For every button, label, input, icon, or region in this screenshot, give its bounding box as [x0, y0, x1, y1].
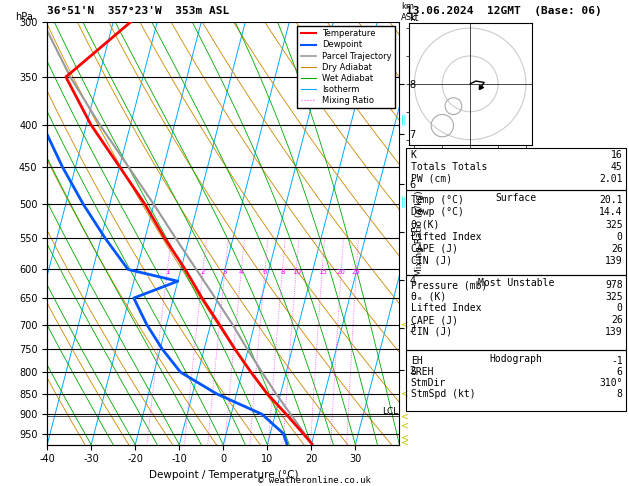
Text: CIN (J): CIN (J)	[411, 256, 452, 266]
Text: 14.4: 14.4	[599, 208, 623, 217]
Text: Most Unstable: Most Unstable	[477, 278, 554, 289]
Text: Lifted Index: Lifted Index	[411, 303, 481, 313]
Text: 10: 10	[292, 269, 301, 276]
Text: θₑ(K): θₑ(K)	[411, 220, 440, 229]
Text: 0: 0	[617, 232, 623, 242]
Text: StmDir: StmDir	[411, 378, 446, 388]
Text: 3: 3	[223, 269, 227, 276]
Text: CAPE (J): CAPE (J)	[411, 315, 458, 325]
Text: 20: 20	[337, 269, 346, 276]
Text: Temp (°C): Temp (°C)	[411, 195, 464, 205]
Text: 2.01: 2.01	[599, 174, 623, 184]
X-axis label: Dewpoint / Temperature (°C): Dewpoint / Temperature (°C)	[148, 470, 298, 480]
Text: CIN (J): CIN (J)	[411, 327, 452, 337]
Text: 6: 6	[617, 366, 623, 377]
Text: 15: 15	[318, 269, 326, 276]
Text: -1: -1	[611, 356, 623, 365]
Text: Totals Totals: Totals Totals	[411, 162, 487, 172]
Text: 0: 0	[617, 303, 623, 313]
Text: 8: 8	[617, 389, 623, 399]
Text: 13.06.2024  12GMT  (Base: 06): 13.06.2024 12GMT (Base: 06)	[406, 5, 601, 16]
Text: 26: 26	[611, 315, 623, 325]
Text: ||: ||	[401, 115, 407, 125]
Text: Surface: Surface	[495, 193, 537, 204]
Text: © weatheronline.co.uk: © weatheronline.co.uk	[258, 476, 371, 485]
Text: CAPE (J): CAPE (J)	[411, 244, 458, 254]
Text: SREH: SREH	[411, 366, 434, 377]
Text: 16: 16	[611, 150, 623, 160]
Text: 310°: 310°	[599, 378, 623, 388]
Text: Hodograph: Hodograph	[489, 354, 542, 364]
Text: 325: 325	[605, 220, 623, 229]
Text: 8: 8	[280, 269, 284, 276]
Text: 978: 978	[605, 280, 623, 290]
Text: PW (cm): PW (cm)	[411, 174, 452, 184]
Text: km
ASL: km ASL	[401, 2, 417, 22]
Text: 1: 1	[165, 269, 170, 276]
Text: 25: 25	[352, 269, 360, 276]
Legend: Temperature, Dewpoint, Parcel Trajectory, Dry Adiabat, Wet Adiabat, Isotherm, Mi: Temperature, Dewpoint, Parcel Trajectory…	[298, 26, 395, 108]
Text: 36°51'N  357°23'W  353m ASL: 36°51'N 357°23'W 353m ASL	[47, 5, 230, 16]
Text: 4: 4	[239, 269, 243, 276]
Text: hPa: hPa	[16, 12, 33, 22]
Text: <: <	[401, 433, 409, 442]
Text: 20.1: 20.1	[599, 195, 623, 205]
Text: StmSpd (kt): StmSpd (kt)	[411, 389, 476, 399]
Text: Pressure (mb): Pressure (mb)	[411, 280, 487, 290]
Text: θₑ (K): θₑ (K)	[411, 292, 446, 302]
Text: 6: 6	[263, 269, 267, 276]
Text: <: <	[401, 389, 409, 399]
Text: Mixing Ratio (g/kg): Mixing Ratio (g/kg)	[415, 191, 424, 276]
Text: <: <	[401, 421, 409, 431]
Text: EH: EH	[411, 356, 423, 365]
Text: <: <	[401, 438, 409, 448]
Text: 325: 325	[605, 292, 623, 302]
Text: 139: 139	[605, 327, 623, 337]
Text: 139: 139	[605, 256, 623, 266]
Text: 2: 2	[201, 269, 205, 276]
Text: K: K	[411, 150, 416, 160]
Text: 45: 45	[611, 162, 623, 172]
Text: <: <	[401, 319, 409, 330]
Text: Dewp (°C): Dewp (°C)	[411, 208, 464, 217]
Text: 26: 26	[611, 244, 623, 254]
Text: kt: kt	[409, 13, 418, 22]
Text: <: <	[401, 411, 409, 421]
Text: ||: ||	[401, 197, 407, 208]
Text: Lifted Index: Lifted Index	[411, 232, 481, 242]
Text: LCL: LCL	[382, 407, 398, 416]
